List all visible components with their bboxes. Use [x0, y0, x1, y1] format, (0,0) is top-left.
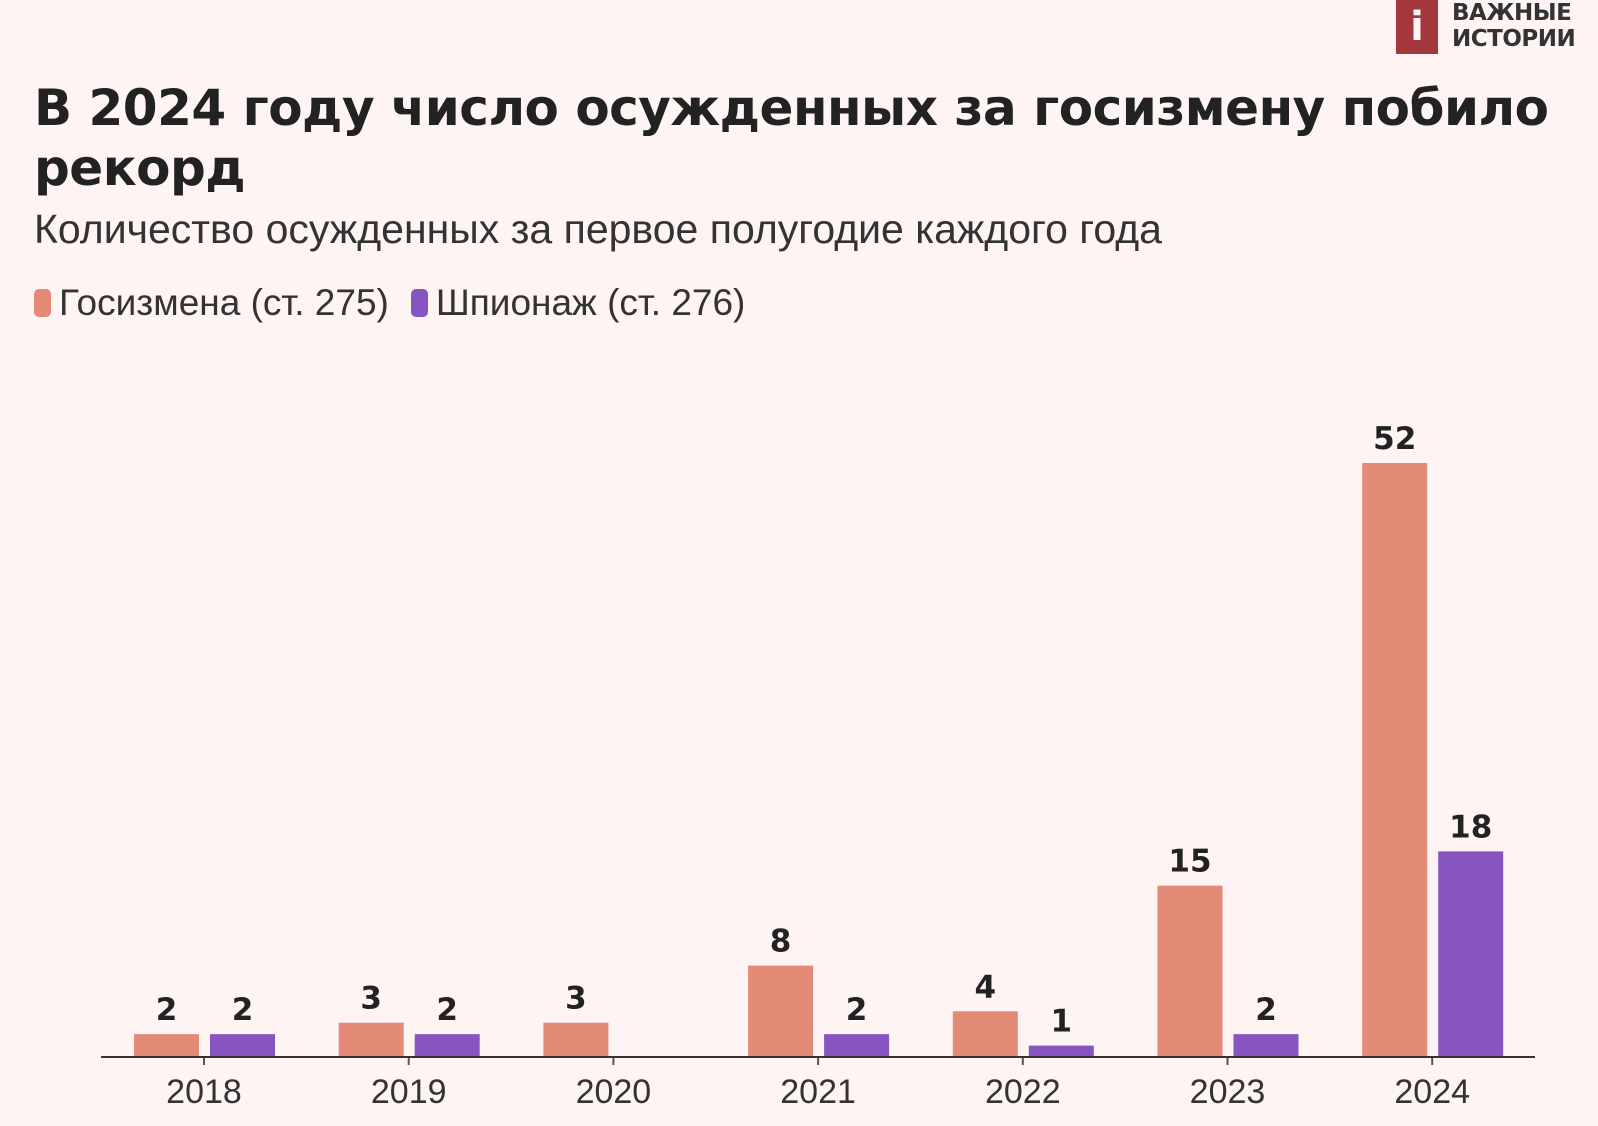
bar-2023-treason [1157, 885, 1223, 1057]
bar-2021-espionage [824, 1034, 890, 1057]
data-label: 2 [846, 992, 868, 1028]
x-tick-label: 2018 [166, 1073, 242, 1111]
x-tick-label: 2019 [371, 1073, 447, 1111]
data-label: 3 [360, 981, 382, 1017]
data-label: 8 [770, 924, 792, 960]
legend-swatch [410, 289, 428, 317]
bar-2024-treason [1362, 463, 1428, 1057]
x-tick-label: 2021 [780, 1073, 856, 1111]
data-label: 2 [1255, 992, 1277, 1028]
data-label: 15 [1168, 844, 1211, 880]
legend-item-treason: Госизмена (ст. 275) [34, 282, 389, 324]
data-label: 2 [156, 992, 178, 1028]
chart-title: В 2024 году число осужденных за госизмен… [34, 79, 1549, 197]
chart-subtitle: Количество осужденных за первое полугоди… [34, 206, 1162, 252]
data-label: 1 [1051, 1004, 1073, 1040]
bar-2018-treason [134, 1034, 199, 1057]
logo-text: ВАЖНЫЕ ИСТОРИИ [1452, 0, 1576, 52]
logo-mark: i [1396, 0, 1438, 54]
legend-label: Шпионаж (ст. 276) [435, 282, 746, 323]
data-label: 2 [436, 992, 458, 1028]
logo-line-2: ИСТОРИИ [1452, 26, 1576, 52]
bar-2023-espionage [1233, 1034, 1299, 1057]
bar-2024-espionage [1438, 851, 1504, 1057]
bar-2019-espionage [414, 1034, 480, 1057]
legend-item-espionage: Шпионаж (ст. 276) [410, 282, 746, 324]
legend: Госизмена (ст. 275) Шпионаж (ст. 276) [34, 282, 767, 324]
bar-2021-treason [748, 965, 814, 1057]
data-label: 2 [232, 992, 254, 1028]
bar-2018-espionage [210, 1034, 275, 1057]
data-label: 4 [975, 969, 997, 1005]
bar-2022-espionage [1028, 1045, 1094, 1057]
x-tick-label: 2024 [1394, 1073, 1470, 1111]
logo: i ВАЖНЫЕ ИСТОРИИ [1396, 0, 1576, 54]
data-label: 3 [565, 981, 587, 1017]
data-label: 18 [1449, 809, 1492, 845]
bar-2020-treason [543, 1022, 609, 1057]
bar-2022-treason [952, 1011, 1018, 1057]
bar-2019-treason [338, 1022, 404, 1057]
x-tick-label: 2023 [1190, 1073, 1266, 1111]
legend-swatch [34, 289, 51, 317]
data-label: 52 [1373, 421, 1416, 457]
x-tick-label: 2020 [576, 1073, 652, 1111]
legend-label: Госизмена (ст. 275) [59, 282, 389, 323]
logo-line-1: ВАЖНЫЕ [1452, 0, 1572, 26]
x-tick-label: 2022 [985, 1073, 1061, 1111]
